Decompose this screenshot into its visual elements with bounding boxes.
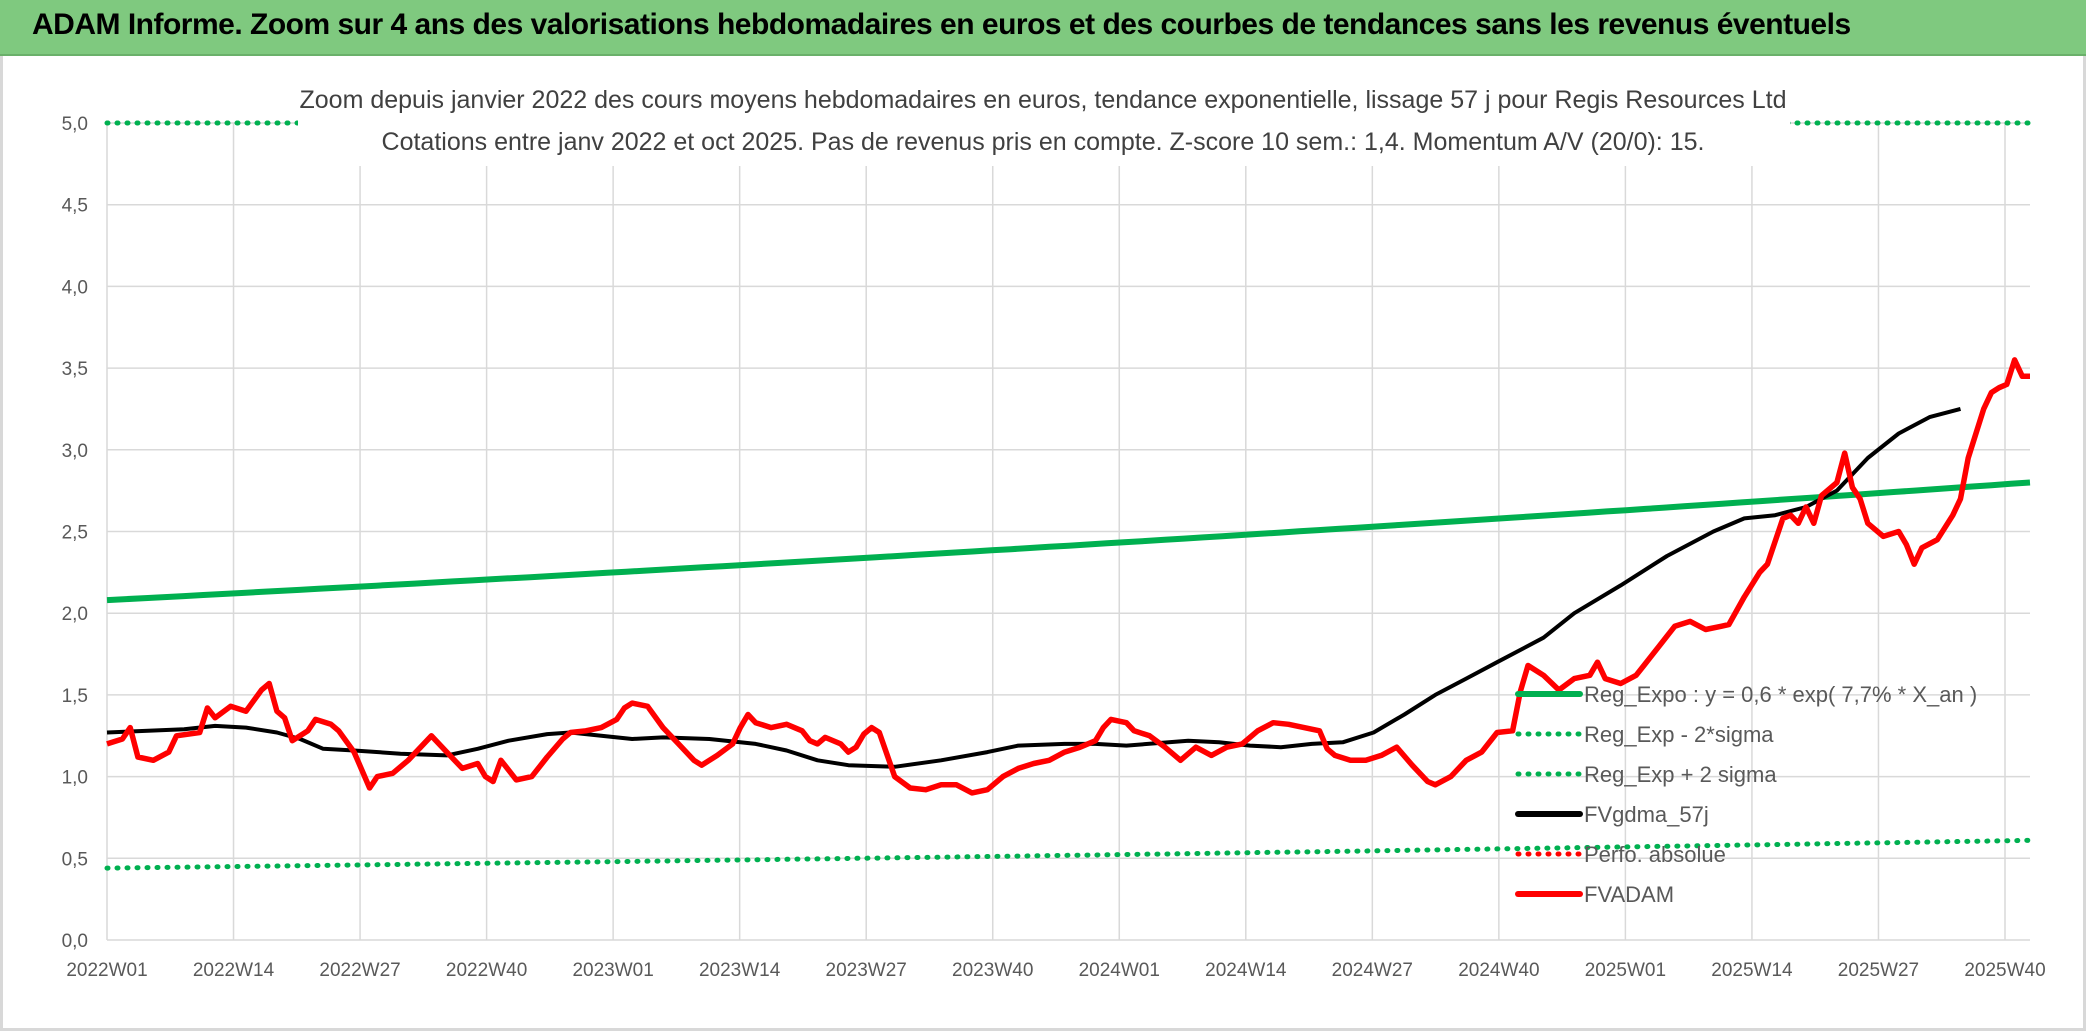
x-tick-label: 2023W40 [952,960,1033,981]
legend-label: Perfo. absolue [1584,842,1726,867]
x-tick-label: 2025W40 [1964,960,2045,981]
x-tick-label: 2024W14 [1205,960,1287,981]
x-tick-label: 2025W14 [1711,960,1793,981]
y-tick-label: 3,5 [62,359,88,380]
series-fvgdma-57j [106,406,1962,769]
y-tick-label: 4,0 [62,277,88,298]
x-tick-label: 2025W27 [1838,960,1919,981]
legend-label: FVgdma_57j [1584,802,1709,827]
series-reg-exp-minus-2sigma [104,837,2033,871]
y-tick-label: 0,0 [62,931,88,952]
legend-label: Reg_Expo : y = 0,6 * exp( 7,7% * X_an ) [1584,682,1977,707]
report-banner: ADAM Informe. Zoom sur 4 ans des valoris… [0,0,2086,56]
legend: Reg_Expo : y = 0,6 * exp( 7,7% * X_an ) R… [1515,682,1977,907]
x-tick-label: 2024W27 [1332,960,1413,981]
x-tick-label: 2024W40 [1458,960,1539,981]
y-tick-label: 2,5 [62,523,88,544]
series-layer [104,120,2033,871]
legend-label: FVADAM [1584,882,1674,907]
chart-title-line: Zoom depuis janvier 2022 des cours moyen… [300,86,1787,114]
chart-title-line: Cotations entre janv 2022 et oct 2025. P… [382,128,1705,156]
gridlines [106,122,2030,941]
x-tick-label: 2023W14 [699,960,781,981]
x-tick-label: 2023W01 [572,960,653,981]
series-fvadam [106,357,2030,796]
y-tick-label: 4,5 [62,196,88,217]
series-reg-expo [106,479,2031,604]
y-axis: 0,0 0,5 1,0 1,5 2,0 2,5 3,0 3,5 4,0 4,5 5,0 [62,114,88,952]
legend-label: Reg_Exp - 2*sigma [1584,722,1774,747]
x-tick-label: 2022W14 [193,960,275,981]
chart-title: Zoom depuis janvier 2022 des cours moyen… [298,72,1790,166]
y-tick-label: 1,0 [62,768,88,789]
y-tick-label: 5,0 [62,114,88,135]
legend-label: Reg_Exp + 2 sigma [1584,762,1777,787]
y-tick-label: 3,0 [62,441,88,462]
x-tick-label: 2025W01 [1585,960,1666,981]
x-tick-label: 2022W40 [446,960,527,981]
title-background [298,72,1790,166]
y-tick-label: 1,5 [62,686,88,707]
banner-title: ADAM Informe. Zoom sur 4 ans des valoris… [32,8,1851,41]
x-tick-label: 2024W01 [1079,960,1160,981]
x-tick-label: 2022W27 [319,960,400,981]
x-tick-label: 2022W01 [66,960,147,981]
y-tick-label: 0,5 [62,849,88,870]
y-tick-label: 2,0 [62,604,88,625]
x-axis: 2022W01 2022W14 2022W27 2022W40 2023W01 2023W… [66,960,2045,981]
x-tick-label: 2023W27 [826,960,907,981]
